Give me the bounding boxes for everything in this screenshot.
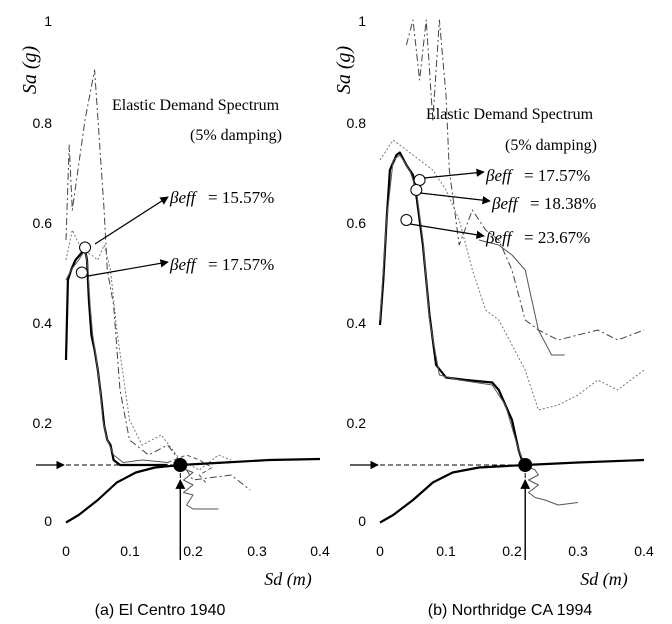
y-tick-label-3: 0.6 [33,215,53,231]
x-tick-label-2: 0.2 [183,543,203,559]
y-tick-label-5: 1 [44,13,52,29]
beta-point-marker [400,214,413,226]
beta-symbol: βeff [169,255,198,274]
beta-point-marker [413,174,426,186]
x-tick-label-4: 0.4 [634,543,654,559]
performance-point [518,458,533,472]
y-tick-label-1: 0.2 [33,415,53,431]
annotation-arrow [409,223,485,239]
x-tick-label-2: 0.2 [502,543,522,559]
annotation-arrow [419,192,491,205]
x-tick-label-0: 0 [62,543,70,559]
panel-caption: (a) El Centro 1940 [95,602,226,619]
spectrum-label: Elastic Demand Spectrum [112,97,280,114]
x-tick-label-4: 0.4 [310,543,330,559]
capacity-spectrum-line [379,458,645,524]
x-tick-label-0: 0 [376,543,384,559]
x-axis-label: Sd (m) [264,569,312,590]
y-tick-label-4: 0.8 [33,115,53,131]
beta-point-marker [410,184,423,196]
performance-point [173,458,188,472]
beta-point-marker [75,266,88,279]
elastic-demand-spectrum-line [64,248,168,467]
spectrum-label: Elastic Demand Spectrum [426,106,594,123]
series-line-4 [478,239,565,356]
annotation-arrow [423,168,485,179]
x-axis-label: Sd (m) [580,569,628,590]
beta-value: = 15.57% [208,188,274,207]
x-tick-label-1: 0.1 [120,543,140,559]
beta-value: = 23.67% [524,228,590,247]
beta-symbol: βeff [485,166,514,185]
beta-value: = 17.57% [208,255,274,274]
annotation-arrow [94,196,169,245]
series-line-1 [65,249,168,463]
series-layer [36,69,321,560]
panel-caption: (b) Northridge CA 1994 [428,602,593,619]
beta-value: = 17.57% [524,166,590,185]
beta-symbol: βeff [485,228,514,247]
series-line-6 [179,464,219,510]
damping-label: (5% damping) [505,137,597,154]
y-tick-label-3: 0.6 [347,215,367,231]
panel-el-centro: 0 0.2 0.4 0.6 0.8 1 0 0.1 0.2 0.3 0.4 Sa… [19,13,330,619]
panel-northridge: 0 0.2 0.4 0.6 0.8 1 0 0.1 0.2 0.3 0.4 Sa… [333,13,654,619]
y-tick-label-2: 0.4 [347,315,367,331]
series-line-2 [65,69,251,491]
y-axis-label: Sa (g) [333,46,355,95]
y-tick-label-5: 1 [358,13,366,29]
annotation-arrow [87,259,169,277]
series-line-3 [379,139,645,411]
series-line-6 [524,464,579,506]
x-tick-label-3: 0.3 [247,543,267,559]
x-tick-label-1: 0.1 [436,543,456,559]
y-tick-label-0: 0 [358,513,366,529]
capacity-spectrum-line [65,457,321,524]
x-tick-label-3: 0.3 [568,543,588,559]
series-line-4 [167,454,213,483]
y-axis-label: Sa (g) [19,46,41,95]
beta-point-marker [79,241,92,254]
beta-symbol: βeff [491,194,520,213]
beta-symbol: βeff [169,188,198,207]
beta-value: = 18.38% [530,194,596,213]
y-tick-label-1: 0.2 [347,415,367,431]
series-line-1 [379,154,526,466]
y-tick-label-4: 0.8 [347,115,367,131]
y-tick-label-0: 0 [44,513,52,529]
damping-label: (5% damping) [190,127,282,144]
y-tick-label-2: 0.4 [33,315,53,331]
series-layer [350,19,645,560]
series-line-2 [405,19,645,341]
